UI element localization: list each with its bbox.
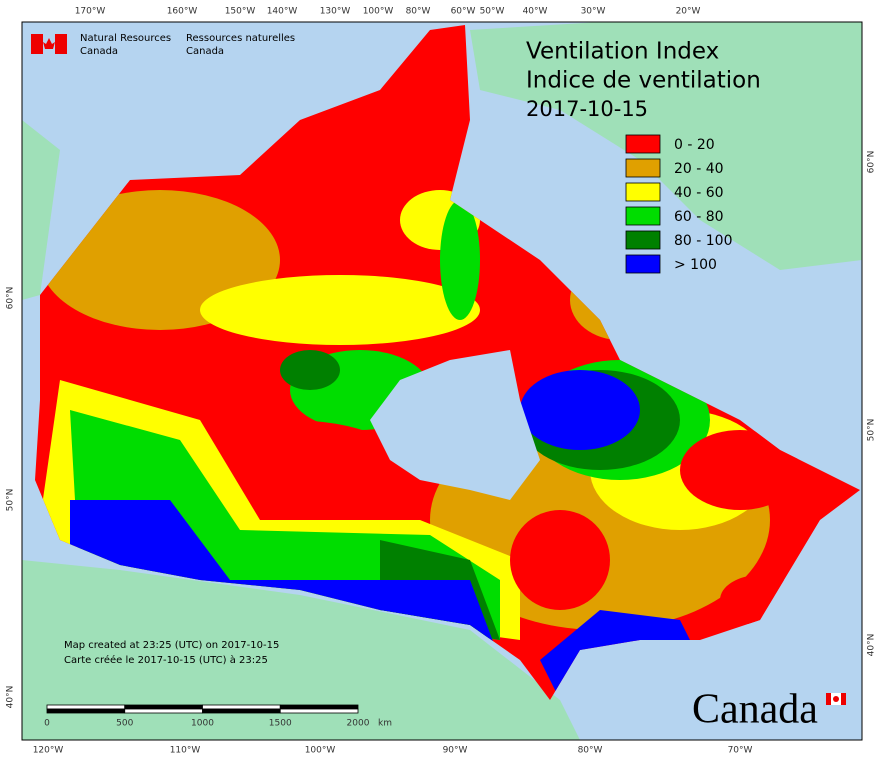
latitude-label: 50°N (6, 489, 16, 512)
longitude-label: 90°W (443, 746, 468, 756)
agency-fr: Ressources naturelles (186, 33, 295, 44)
credit-line: Carte créée le 2017-10-15 (UTC) à 23:25 (64, 654, 268, 666)
scale-segment (46, 704, 126, 710)
alaska (22, 120, 60, 300)
legend-label: 80 - 100 (674, 233, 733, 249)
legend-swatch (625, 206, 661, 226)
hudson-bay (370, 350, 540, 500)
longitude-label: 100°W (363, 7, 394, 17)
flag-left (31, 34, 43, 54)
credit-line: Map created at 23:25 (UTC) on 2017-10-15 (64, 640, 279, 651)
latitude-label: 60°N (6, 287, 16, 310)
legend-label: 0 - 20 (674, 137, 715, 153)
agency-en: Canada (80, 46, 118, 57)
agency-fr: Canada (186, 46, 224, 57)
title-line: Indice de ventilation (526, 68, 761, 94)
scale-label: 0 (44, 719, 50, 729)
longitude-label: 170°W (75, 7, 106, 17)
longitude-label: 20°W (676, 7, 701, 17)
scale-segment (124, 704, 203, 710)
latitude-label: 60°N (867, 151, 877, 174)
longitude-label: 60°W (451, 7, 476, 17)
longitude-label: 80°W (578, 746, 603, 756)
legend-swatch (625, 254, 661, 274)
united-states (22, 560, 580, 740)
scale-segment (46, 708, 126, 714)
longitude-label: 70°W (728, 746, 753, 756)
wordmark-leaf (833, 696, 839, 702)
greenland (470, 22, 862, 270)
title-line: Ventilation Index (526, 39, 719, 65)
longitude-label: 40°W (523, 7, 548, 17)
scale-unit: km (378, 719, 392, 729)
scale-segment (202, 708, 281, 714)
scale-label: 2000 (347, 719, 370, 729)
legend-swatch (625, 230, 661, 250)
latitude-label: 40°N (6, 686, 16, 709)
legend-label: 40 - 60 (674, 185, 724, 201)
labels: 170°W 160°W 150°W 140°W 130°W 100°W 80°W 60°W 50… (6, 7, 877, 756)
scale-segment (279, 708, 359, 714)
legend-label: 60 - 80 (674, 209, 724, 225)
legend-swatch (625, 158, 661, 178)
legend-swatch (625, 182, 661, 202)
latitude-label: 50°N (867, 419, 877, 442)
legend-swatch (625, 134, 661, 154)
scale-label: 1500 (269, 719, 292, 729)
scale-segment (124, 708, 203, 714)
scale-segment (279, 704, 359, 710)
latitude-label: 40°N (867, 634, 877, 657)
scale-segment (202, 704, 281, 710)
title-line: 2017-10-15 (526, 97, 648, 121)
scale-label: 500 (116, 719, 133, 729)
maple-leaf (43, 38, 55, 49)
flag-right (55, 34, 67, 54)
longitude-label: 110°W (170, 746, 201, 756)
longitude-label: 120°W (33, 746, 64, 756)
longitude-label: 80°W (406, 7, 431, 17)
map-area (22, 22, 862, 740)
longitude-label: 50°W (480, 7, 505, 17)
legend-label: > 100 (674, 257, 717, 273)
longitude-label: 160°W (167, 7, 198, 17)
scale-label: 1000 (191, 719, 214, 729)
longitude-label: 30°W (581, 7, 606, 17)
longitude-label: 100°W (305, 746, 336, 756)
longitude-label: 130°W (320, 7, 351, 17)
legend: 0 - 20 20 - 40 40 - 60 60 - 80 80 - 100 > 100 (625, 134, 733, 274)
legend-label: 20 - 40 (674, 161, 724, 177)
wordmark: Canada (692, 687, 818, 733)
map-frame (21, 21, 863, 741)
longitude-label: 150°W (225, 7, 256, 17)
agency-en: Natural Resources (80, 33, 171, 44)
longitude-label: 140°W (267, 7, 298, 17)
